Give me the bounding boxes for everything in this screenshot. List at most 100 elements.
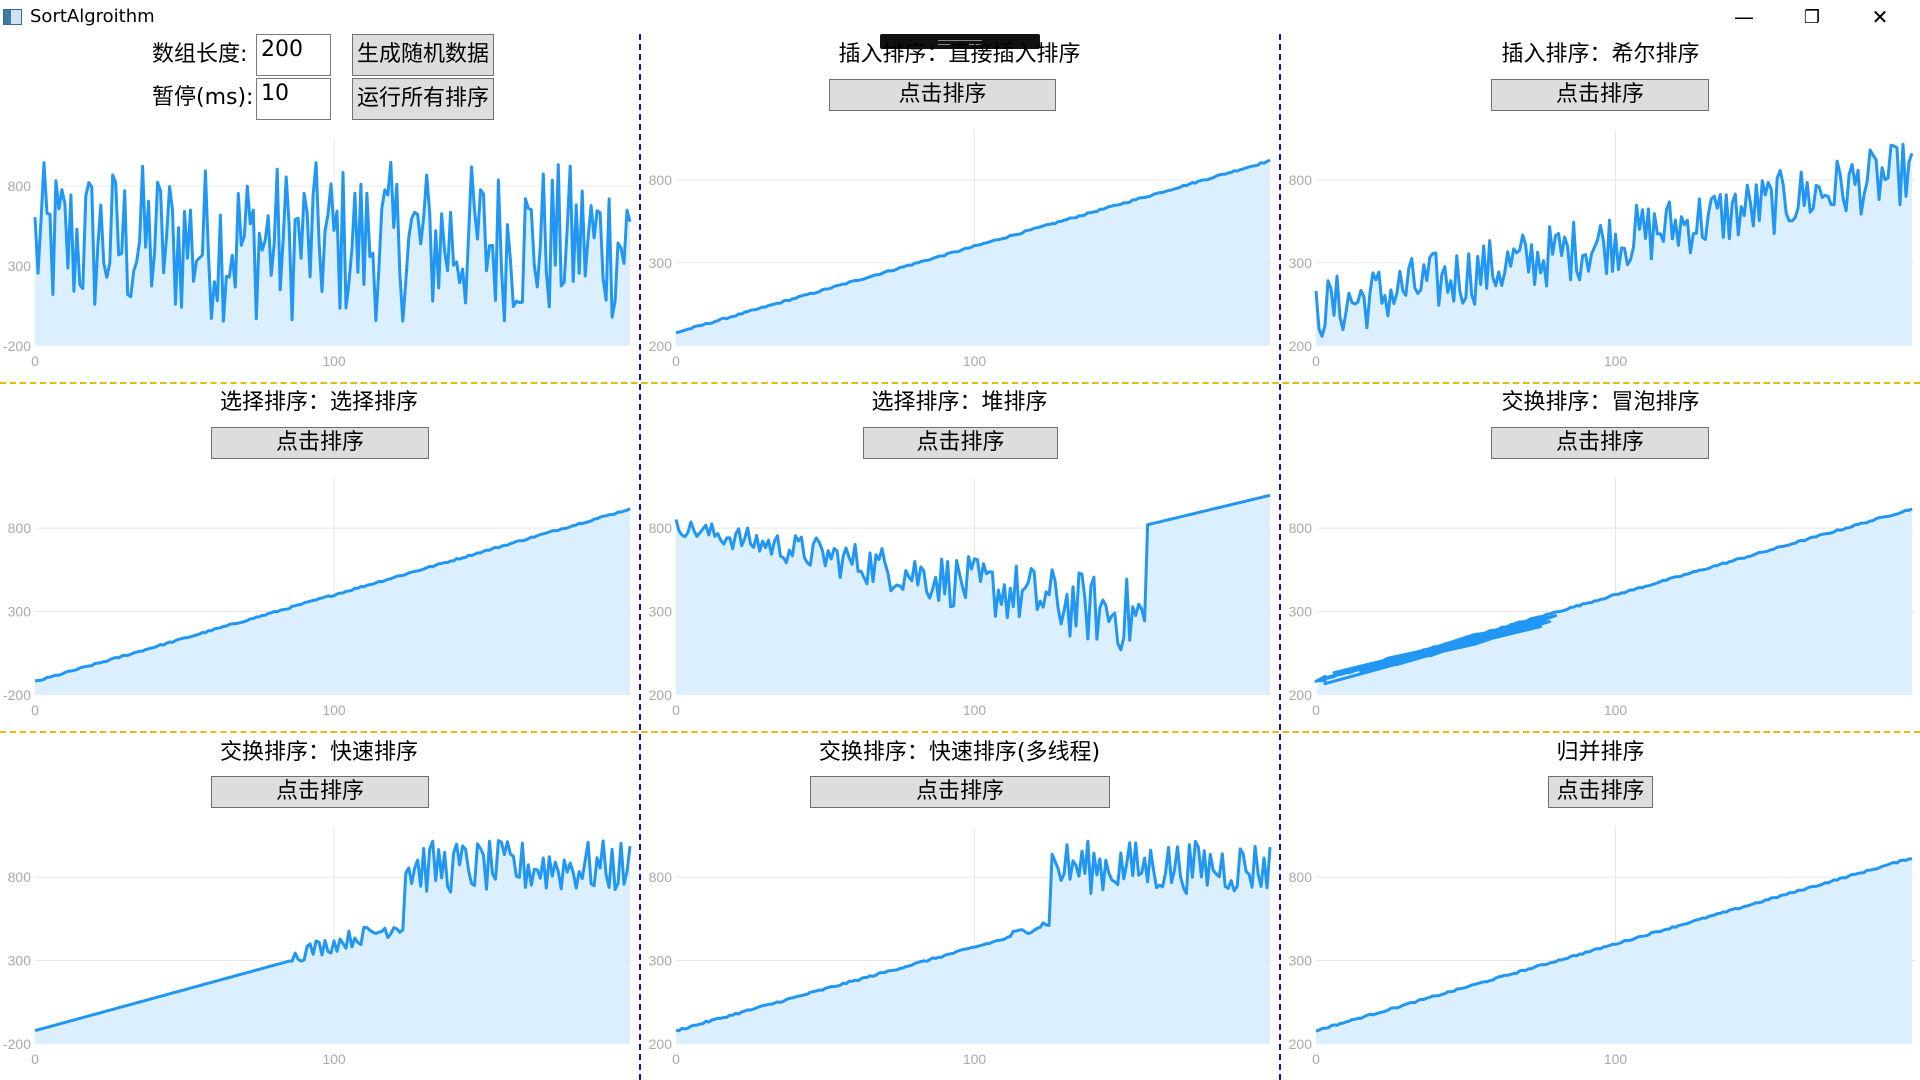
sort-button-bubble[interactable]: 点击排序 xyxy=(1491,427,1709,459)
series-area xyxy=(35,162,630,346)
chart-quick-mt: 200 300 800 0 100 xyxy=(649,827,1273,1067)
sort-button-insertion[interactable]: 点击排序 xyxy=(829,79,1056,111)
y-tick-label: 800 xyxy=(649,172,673,188)
chart-quick: -200 300 800 0 100 xyxy=(3,827,633,1067)
y-tick-label: -200 xyxy=(3,338,31,354)
y-tick-label: 800 xyxy=(8,178,32,194)
panel-title-heap: 选择排序：堆排序 xyxy=(871,390,1048,415)
y-tick-label: 200 xyxy=(1289,1036,1313,1052)
y-tick-label: 800 xyxy=(1289,869,1313,885)
chart-heap: 200 300 800 0 100 xyxy=(649,478,1273,718)
series-line xyxy=(675,158,1271,335)
run-all-sorts-button[interactable]: 运行所有排序 xyxy=(352,78,494,120)
x-tick-label: 0 xyxy=(31,1051,39,1067)
y-tick-label: 300 xyxy=(649,953,673,969)
array-length-label: 数组长度: xyxy=(152,42,248,67)
panel-title-bubble: 交换排序：冒泡排序 xyxy=(1501,390,1700,415)
x-tick-label: 0 xyxy=(1312,353,1320,369)
panel-selection: 选择排序：选择排序 点击排序 -200 300 800 0 100 xyxy=(0,385,638,729)
sort-button-selection[interactable]: 点击排序 xyxy=(211,427,429,459)
array-length-input[interactable]: 200 xyxy=(256,34,331,76)
x-tick-label: 100 xyxy=(1604,702,1628,718)
panel-title-quick: 交换排序：快速排序 xyxy=(219,740,418,765)
x-tick-label: 100 xyxy=(322,353,346,369)
y-tick-label: 300 xyxy=(649,255,673,271)
series-line xyxy=(674,493,1271,652)
x-tick-label: 0 xyxy=(672,353,680,369)
chart-bubble: 200 300 800 0 100 xyxy=(1289,478,1915,718)
series-line xyxy=(33,160,632,323)
x-tick-label: 0 xyxy=(31,702,39,718)
y-tick-label: 300 xyxy=(8,604,32,620)
y-tick-label: 300 xyxy=(649,604,673,620)
series-area xyxy=(1316,508,1912,695)
pause-input[interactable]: 10 xyxy=(256,78,331,120)
generate-random-button[interactable]: 生成随机数据 xyxy=(352,34,494,76)
x-tick-label: 100 xyxy=(1604,1051,1628,1067)
divider-row-1 xyxy=(0,382,1920,384)
close-button[interactable]: ✕ xyxy=(1871,5,1889,29)
chart-shell: 200 300 800 0 100 xyxy=(1289,130,1915,369)
restore-button[interactable]: ❐ xyxy=(1803,6,1821,28)
sort-button-quick[interactable]: 点击排序 xyxy=(211,776,429,808)
y-tick-label: 300 xyxy=(1289,255,1313,271)
chart-random: -200 300 800 0 100 xyxy=(3,138,633,369)
sort-button-merge[interactable]: 点击排序 xyxy=(1548,776,1653,808)
series-area xyxy=(1316,858,1912,1044)
divider-col-1 xyxy=(639,34,641,1080)
series-area xyxy=(676,160,1270,346)
panel-bubble: 交换排序：冒泡排序 点击排序 200 300 800 0 100 xyxy=(1281,385,1920,729)
sort-button-quick-mt[interactable]: 点击排序 xyxy=(810,776,1110,808)
divider-row-2 xyxy=(0,731,1920,733)
y-tick-label: 200 xyxy=(1289,687,1313,703)
x-tick-label: 100 xyxy=(963,1051,987,1067)
x-tick-label: 0 xyxy=(1312,702,1320,718)
series-area xyxy=(35,508,630,695)
series-area xyxy=(35,840,630,1044)
y-tick-label: 200 xyxy=(649,338,673,354)
y-tick-label: 800 xyxy=(649,520,673,536)
series-line xyxy=(34,839,632,1033)
series-line xyxy=(34,507,631,683)
series-line xyxy=(1314,507,1913,686)
pause-label: 暂停(ms): xyxy=(152,85,254,110)
y-tick-label: 300 xyxy=(8,258,32,274)
x-tick-label: 0 xyxy=(31,353,39,369)
drag-handle[interactable] xyxy=(880,34,1040,49)
x-tick-label: 100 xyxy=(322,1051,346,1067)
series-line xyxy=(675,839,1272,1033)
x-tick-label: 100 xyxy=(963,702,987,718)
y-tick-label: 800 xyxy=(1289,520,1313,536)
y-tick-label: 200 xyxy=(649,1036,673,1052)
sort-button-shell[interactable]: 点击排序 xyxy=(1491,79,1709,111)
y-tick-label: 200 xyxy=(649,687,673,703)
series-area xyxy=(676,495,1270,695)
panel-title-insertion: 插入排序：直接插入排序 xyxy=(838,42,1081,67)
panel-shell: 插入排序：希尔排序 点击排序 200 300 800 0 100 xyxy=(1281,34,1920,380)
minimize-button[interactable]: — xyxy=(1734,5,1754,29)
y-tick-label: -200 xyxy=(3,687,31,703)
x-tick-label: 100 xyxy=(1604,353,1628,369)
panel-quick-mt: 交换排序：快速排序(多线程) 点击排序 200 300 800 0 100 xyxy=(641,734,1278,1080)
panel-insertion: 插入排序：直接插入排序 点击排序 200 300 800 0 100 xyxy=(641,34,1278,380)
y-tick-label: 800 xyxy=(1289,172,1313,188)
y-tick-label: 800 xyxy=(649,869,673,885)
panel-title-merge: 归并排序 xyxy=(1556,740,1645,765)
x-tick-label: 100 xyxy=(963,353,987,369)
x-tick-label: 0 xyxy=(1312,1051,1320,1067)
x-tick-label: 0 xyxy=(672,1051,680,1067)
y-tick-label: -200 xyxy=(3,1036,31,1052)
panel-title-shell: 插入排序：希尔排序 xyxy=(1501,42,1700,67)
y-tick-label: 800 xyxy=(8,520,32,536)
panel-title-quick-mt: 交换排序：快速排序(多线程) xyxy=(818,740,1101,765)
window-title: SortAlgroithm xyxy=(30,6,155,27)
series-area xyxy=(1316,144,1912,346)
x-tick-label: 100 xyxy=(322,702,346,718)
series-area xyxy=(676,841,1270,1044)
y-tick-label: 800 xyxy=(8,869,32,885)
series-line xyxy=(1314,142,1914,338)
sort-button-heap[interactable]: 点击排序 xyxy=(863,427,1058,459)
chart-insertion: 200 300 800 0 100 xyxy=(649,130,1273,369)
panel-merge: 归并排序 点击排序 200 300 800 0 100 xyxy=(1281,734,1920,1080)
y-tick-label: 300 xyxy=(1289,953,1313,969)
